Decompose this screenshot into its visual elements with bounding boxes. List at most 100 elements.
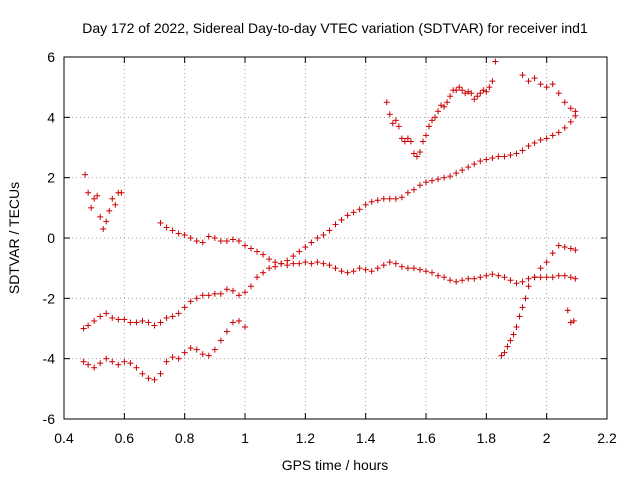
data-point	[567, 319, 574, 326]
data-point	[501, 153, 508, 160]
data-point	[555, 90, 562, 97]
data-point	[326, 262, 333, 269]
data-point	[468, 90, 475, 97]
data-point	[555, 129, 562, 136]
data-point	[453, 278, 460, 285]
y-tick-label: 2	[47, 170, 55, 186]
x-tick-label: 1.6	[416, 430, 436, 446]
data-point	[416, 149, 423, 156]
data-point	[266, 265, 273, 272]
data-point	[151, 376, 158, 383]
data-point	[398, 135, 405, 142]
data-point	[525, 283, 532, 290]
data-point	[531, 75, 538, 82]
data-point	[549, 274, 556, 281]
data-point	[567, 245, 574, 252]
y-tick-label: -2	[43, 290, 56, 306]
data-point	[97, 313, 104, 320]
data-point	[477, 158, 484, 165]
data-point	[260, 251, 267, 258]
plot-frame	[63, 56, 608, 420]
data-point	[549, 250, 556, 257]
data-point	[211, 346, 218, 353]
data-point	[507, 337, 514, 344]
data-point	[555, 272, 562, 279]
data-point	[419, 138, 426, 145]
data-point	[543, 84, 550, 91]
data-point	[407, 138, 414, 145]
data-point	[471, 96, 478, 103]
data-point	[338, 268, 345, 275]
data-point	[235, 292, 242, 299]
data-point	[272, 259, 279, 266]
data-point	[368, 198, 375, 205]
data-point	[423, 179, 429, 186]
data-point	[187, 345, 194, 352]
data-point	[290, 253, 297, 260]
data-point	[392, 117, 399, 124]
data-point	[80, 325, 87, 332]
data-point	[501, 349, 508, 356]
data-point	[429, 117, 436, 124]
data-point	[278, 260, 285, 267]
data-point	[181, 304, 188, 311]
data-point	[519, 147, 526, 154]
data-point	[398, 263, 405, 270]
data-point	[115, 316, 122, 323]
data-point	[157, 370, 164, 377]
data-point	[290, 260, 297, 267]
data-point	[85, 361, 92, 368]
data-point	[242, 289, 248, 296]
data-point	[260, 269, 267, 276]
data-point	[459, 277, 466, 284]
data-point	[344, 269, 351, 276]
data-point	[205, 352, 212, 359]
data-point	[193, 295, 200, 302]
data-point	[453, 87, 460, 94]
data-point	[103, 310, 110, 317]
data-point	[229, 319, 236, 326]
data-point	[320, 231, 327, 238]
data-point	[229, 287, 236, 294]
x-tick-label: 1.4	[356, 430, 376, 446]
y-axis-title: SDTVAR / TECUs	[6, 182, 22, 294]
data-point	[254, 274, 261, 281]
data-point	[507, 152, 514, 159]
data-point	[169, 227, 176, 234]
data-point	[519, 304, 526, 311]
data-point	[157, 319, 164, 326]
y-tick-label: -6	[43, 411, 56, 427]
data-point	[537, 265, 544, 272]
data-point	[118, 189, 125, 196]
data-point	[386, 195, 393, 202]
data-point	[531, 274, 538, 281]
data-point	[561, 244, 568, 251]
data-point	[187, 298, 194, 305]
data-point	[169, 313, 176, 320]
data-point	[248, 283, 255, 290]
data-point	[561, 99, 568, 106]
y-tick-label: 4	[47, 109, 55, 125]
data-point	[211, 235, 218, 241]
data-point	[438, 102, 445, 109]
data-point	[480, 87, 487, 94]
data-point	[543, 135, 550, 142]
data-point	[567, 118, 574, 125]
data-point	[549, 81, 556, 88]
data-point	[513, 280, 520, 287]
data-point	[302, 244, 309, 251]
data-point	[169, 354, 176, 361]
data-point	[223, 328, 230, 335]
data-point	[133, 319, 140, 326]
data-point	[302, 259, 309, 266]
data-point	[356, 206, 363, 213]
data-point	[163, 358, 170, 365]
data-point	[157, 219, 164, 226]
data-point	[91, 317, 98, 324]
data-point	[504, 343, 511, 350]
data-point	[362, 266, 369, 273]
data-points	[80, 58, 579, 383]
data-point	[193, 238, 200, 245]
data-point	[477, 90, 484, 97]
data-point	[471, 161, 478, 168]
